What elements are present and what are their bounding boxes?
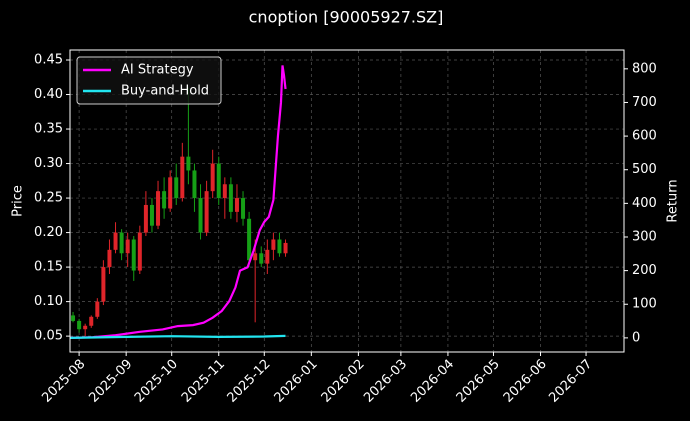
- candle-body: [89, 316, 94, 326]
- y-tick-label: 0.05: [34, 329, 63, 344]
- y2-tick-label: 700: [632, 95, 657, 110]
- candle-body: [253, 253, 258, 261]
- candle-body: [137, 232, 142, 271]
- candle-body: [222, 184, 227, 199]
- candle-body: [247, 218, 252, 261]
- candle-body: [228, 184, 233, 212]
- candle-body: [71, 315, 76, 321]
- y2-tick-label: 600: [632, 129, 657, 144]
- y-tick-label: 0.35: [34, 122, 63, 137]
- candle-body: [77, 320, 82, 330]
- candle-body: [265, 249, 270, 264]
- candle-body: [186, 156, 191, 171]
- y2-tick-label: 500: [632, 162, 657, 177]
- line: [69, 334, 286, 339]
- candle-body: [216, 163, 221, 199]
- y-tick-label: 0.30: [34, 156, 63, 171]
- y-tick-label: 0.25: [34, 191, 63, 206]
- candle-body: [168, 177, 173, 209]
- y-tick-label: 0.10: [34, 294, 63, 309]
- candle-body: [241, 198, 246, 219]
- candle-body: [162, 191, 167, 209]
- candle-body: [113, 232, 118, 250]
- y2-axis-label: Return: [666, 179, 681, 222]
- y2-tick-label: 400: [632, 196, 657, 211]
- y2-tick-label: 800: [632, 61, 657, 76]
- candle-body: [83, 325, 88, 330]
- line: [69, 65, 287, 339]
- candle-body: [277, 239, 282, 254]
- candle-body: [283, 242, 288, 254]
- candle-body: [180, 156, 185, 199]
- y2-tick-label: 300: [632, 229, 657, 244]
- candle-body: [192, 170, 197, 199]
- candle-body: [125, 239, 130, 254]
- candle-body: [101, 267, 106, 302]
- plot-frame: [69, 49, 625, 353]
- y2-tick-label: 100: [632, 297, 657, 312]
- candle-body: [198, 198, 203, 233]
- candle-body: [149, 204, 154, 226]
- candle-body: [259, 253, 264, 264]
- y-tick-label: 0.45: [34, 53, 63, 68]
- candle-body: [107, 249, 112, 268]
- chart-title: cnoption [90005927.SZ]: [249, 8, 444, 27]
- candle-body: [271, 239, 276, 250]
- y-tick-label: 0.40: [34, 87, 63, 102]
- y-tick-label: 0.15: [34, 260, 63, 275]
- y-tick-label: 0.20: [34, 225, 63, 240]
- y-axis-label: Price: [11, 185, 26, 217]
- legend-label: AI Strategy: [121, 63, 194, 78]
- candle-body: [131, 239, 136, 271]
- candle-body: [204, 191, 209, 233]
- candle-body: [143, 204, 148, 233]
- y2-tick-label: 0: [632, 330, 640, 345]
- legend-label: Buy-and-Hold: [121, 84, 209, 99]
- legend-box: [76, 56, 222, 105]
- candle-body: [174, 177, 179, 199]
- candle-body: [156, 191, 161, 226]
- candle-body: [119, 232, 124, 254]
- candle-body: [210, 163, 215, 192]
- candle-body: [234, 198, 239, 212]
- candle-body: [95, 301, 100, 317]
- y2-tick-label: 200: [632, 263, 657, 278]
